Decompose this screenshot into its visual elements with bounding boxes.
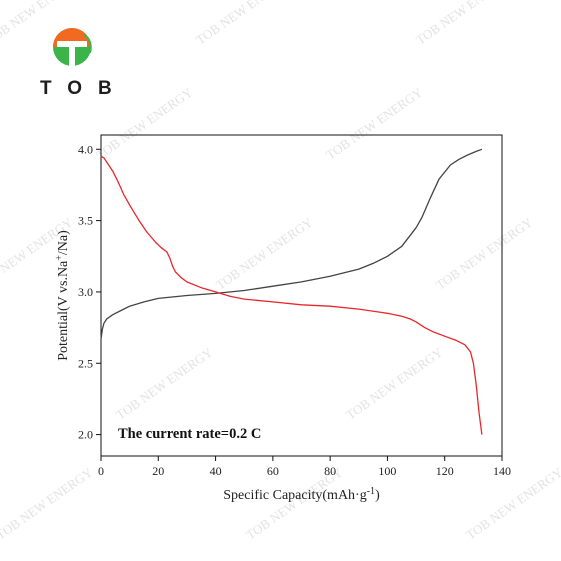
logo-t-stem bbox=[69, 41, 75, 66]
watermark-text: TOB NEW ENERGY bbox=[323, 84, 426, 162]
y-tick-label: 4.0 bbox=[78, 142, 93, 156]
plot-frame bbox=[100, 134, 503, 457]
y-tick-label: 2.0 bbox=[78, 428, 93, 442]
watermark-text: TOB NEW ENERGY bbox=[93, 84, 196, 162]
logo-text: TOB bbox=[40, 78, 128, 99]
x-tick-label: 60 bbox=[267, 464, 279, 478]
watermark-text: TOB NEW ENERGY bbox=[193, 0, 296, 47]
watermark-text: TOB NEW ENERGY bbox=[343, 344, 446, 422]
x-tick-label: 100 bbox=[378, 464, 396, 478]
x-axis-label: Specific Capacity(mAh·g-1) bbox=[223, 486, 380, 504]
watermark-text: TOB NEW ENERGY bbox=[0, 0, 86, 47]
tob-logo bbox=[53, 28, 92, 66]
series-group bbox=[100, 148, 483, 435]
watermark-text: TOB NEW ENERGY bbox=[463, 464, 561, 542]
watermark-text: TOB NEW ENERGY bbox=[413, 0, 516, 47]
x-tick-label: 80 bbox=[324, 464, 336, 478]
charge-curve bbox=[100, 148, 483, 340]
watermark-text: TOB NEW ENERGY bbox=[0, 464, 96, 542]
x-tick-label: 20 bbox=[152, 464, 164, 478]
y-tick-label: 3.0 bbox=[78, 285, 93, 299]
tick-labels: 0 20 40 60 80 100 120 140 2.0 2.5 3.0 3.5 4.0 bbox=[78, 142, 511, 478]
y-tick-label: 3.5 bbox=[78, 214, 93, 228]
watermark-text: TOB NEW ENERGY bbox=[113, 344, 216, 422]
y-tick-label: 2.5 bbox=[78, 356, 93, 370]
watermark-text: TOB NEW ENERGY bbox=[213, 214, 316, 292]
watermark-text: TOB NEW ENERGY bbox=[433, 214, 536, 292]
rate-annotation: The current rate=0.2 C bbox=[118, 426, 261, 442]
x-tick-label: 140 bbox=[493, 464, 511, 478]
x-tick-label: 120 bbox=[436, 464, 454, 478]
discharge-curve bbox=[100, 155, 483, 435]
y-axis-label: Potential(V vs.Na+/Na) bbox=[54, 230, 72, 361]
x-tick-label: 0 bbox=[98, 464, 104, 478]
x-tick-label: 40 bbox=[210, 464, 222, 478]
logo-swoosh bbox=[83, 34, 92, 54]
tick-marks bbox=[96, 148, 503, 461]
